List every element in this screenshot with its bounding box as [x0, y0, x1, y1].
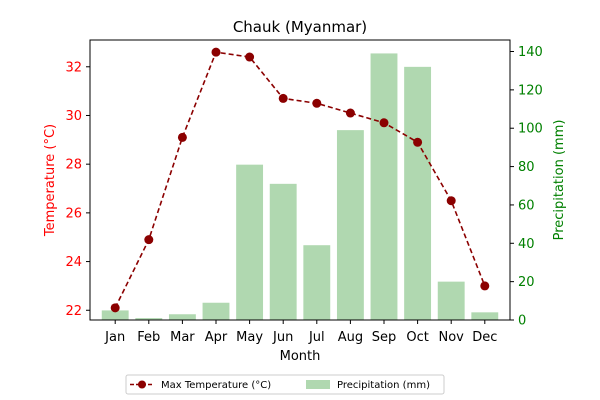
x-axis-label: Month: [280, 349, 321, 364]
temperature-point: [177, 132, 187, 142]
x-tick-label: Apr: [205, 330, 228, 345]
temperature-point: [144, 235, 154, 245]
legend-temperature-marker: [138, 380, 146, 389]
left-y-tick-label: 22: [65, 304, 82, 319]
temperature-point: [480, 281, 490, 291]
x-tick-label: Jun: [272, 330, 293, 345]
left-y-tick-label: 30: [65, 109, 82, 124]
legend-precipitation-swatch: [306, 380, 330, 389]
temperature-point: [110, 303, 120, 313]
temperature-point: [413, 137, 423, 147]
precipitation-bar: [471, 312, 499, 320]
x-tick-label: Feb: [137, 330, 160, 345]
left-y-tick-label: 24: [65, 255, 82, 270]
x-axis: Jan Feb Mar Apr May Jun Jul Aug Sep Oct Nov Dec: [104, 320, 497, 345]
right-y-tick-label: 100: [518, 122, 543, 137]
left-y-tick-label: 28: [65, 158, 82, 173]
legend: Max Temperature (°C) Precipitation (mm): [125, 374, 445, 395]
x-tick-label: Aug: [338, 330, 363, 345]
left-y-tick-label: 26: [65, 206, 82, 221]
left-y-axis-label: Temperature (°C): [43, 124, 58, 237]
precipitation-bar: [437, 281, 465, 320]
right-y-axis: 0 20 40 60 80 100 120 140: [510, 45, 543, 329]
x-tick-label: Oct: [406, 330, 428, 345]
right-y-tick-label: 40: [518, 237, 535, 252]
precipitation-bar: [303, 245, 331, 320]
legend-temperature-label: Max Temperature (°C): [161, 380, 271, 391]
right-y-tick-label: 80: [518, 160, 535, 175]
right-y-axis-label: Precipitation (mm): [552, 120, 567, 241]
x-tick-label: Dec: [472, 330, 497, 345]
precipitation-bar: [135, 318, 163, 320]
temperature-series-line: [114, 51, 486, 309]
precipitation-bar: [202, 302, 230, 320]
temperature-point: [312, 98, 322, 108]
x-tick-label: Nov: [439, 330, 465, 345]
x-tick-label: Mar: [170, 330, 195, 345]
right-y-tick-label: 60: [518, 198, 535, 213]
x-tick-label: Jan: [104, 330, 125, 345]
left-y-tick-label: 32: [65, 60, 82, 75]
temperature-line: [110, 47, 490, 313]
temperature-point: [446, 196, 456, 206]
x-tick-label: Sep: [372, 330, 397, 345]
temperature-point: [345, 108, 355, 118]
right-y-tick-label: 20: [518, 275, 535, 290]
precipitation-bar: [236, 164, 264, 320]
precipitation-bar: [370, 53, 398, 321]
precipitation-bar: [168, 314, 196, 320]
temperature-point: [278, 93, 288, 103]
temperature-point: [379, 118, 389, 128]
x-tick-label: Jul: [308, 330, 325, 345]
legend-box: [125, 374, 445, 395]
chart-title: Chauk (Myanmar): [233, 18, 367, 36]
precipitation-bar: [269, 183, 297, 320]
precipitation-bar: [404, 66, 432, 321]
precipitation-bars: [101, 53, 499, 321]
precipitation-bar: [101, 310, 129, 320]
plot-frame: [89, 39, 511, 321]
precipitation-bar: [336, 130, 364, 320]
right-y-tick-label: 120: [518, 83, 543, 98]
legend-precipitation-label: Precipitation (mm): [337, 380, 430, 391]
x-tick-label: May: [236, 330, 263, 345]
right-y-tick-label: 140: [518, 45, 543, 60]
right-y-tick-label: 0: [518, 314, 526, 329]
temperature-point: [245, 52, 255, 62]
left-y-axis: 22 24 26 28 30 32: [65, 60, 90, 319]
temperature-point: [211, 47, 221, 57]
